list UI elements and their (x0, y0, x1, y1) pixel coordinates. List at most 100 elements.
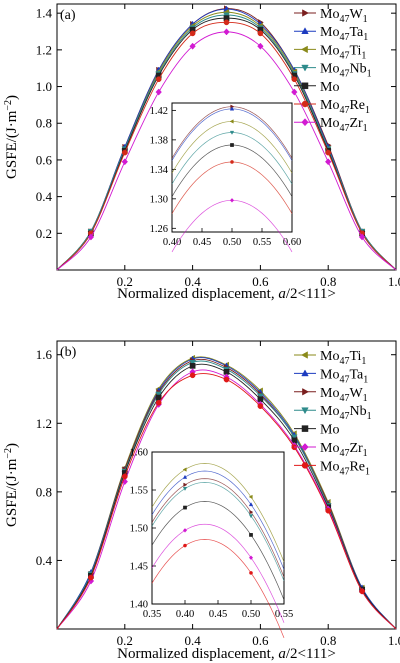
legend-label-sub: 47 (339, 50, 349, 61)
inset-x-tick-label: 0.45 (209, 609, 227, 620)
inset-series-line (151, 463, 285, 563)
data-point (257, 42, 264, 50)
legend-label-sub: 47 (339, 466, 349, 477)
y-tick-label: 0.4 (36, 189, 53, 204)
legend-label-sub: 1 (363, 448, 368, 459)
legend-label: Mo47Zr1 (320, 116, 368, 134)
inset-series-line (151, 501, 285, 601)
x-axis-label: Normalized displacement, a/2<111> (117, 646, 336, 662)
data-point (189, 42, 196, 50)
data-point (88, 574, 94, 581)
x-tick-label: 1.0 (388, 274, 400, 289)
y-tick-label: 1.2 (36, 42, 52, 57)
legend-label-base: Mo (320, 98, 339, 113)
inset-data-point (249, 509, 254, 515)
legend-label-base: Mo (320, 62, 339, 77)
legend-label-base: Mo (320, 459, 339, 474)
x-tick-label: 0.8 (320, 274, 336, 289)
data-point (325, 158, 332, 166)
inset-x-tick-label: 0.50 (242, 609, 260, 620)
inset-data-point (182, 474, 188, 479)
legend-label-element: Ti (349, 43, 361, 58)
legend-label-element: Nb (349, 62, 366, 77)
inset-series-line (151, 478, 285, 578)
data-point (291, 88, 298, 96)
legend-label-base: Mo (320, 386, 339, 401)
inset-y-tick-label: 1.55 (130, 486, 148, 497)
x-axis-label: Normalized displacement, a/2<111> (117, 286, 336, 302)
inset-series-line (151, 539, 285, 639)
data-point (121, 158, 128, 166)
legend-swatch-marker (301, 462, 309, 469)
data-point (189, 363, 196, 369)
data-point (121, 149, 128, 156)
inset-frame (151, 451, 285, 605)
panel-label: (b) (60, 345, 77, 360)
inset-data-point (183, 482, 188, 487)
inset-data-point (248, 514, 254, 519)
legend-swatch-marker (301, 64, 309, 72)
legend-label-sub: 1 (367, 411, 372, 422)
inset-chart: 0.35 0.40 0.45 0.50 0.55 1.40 1.45 1.50 1.55 1.60 (130, 448, 293, 639)
legend-swatch-marker (302, 9, 309, 17)
legend-label-element: Ta (349, 367, 364, 382)
inset-data-point (229, 198, 235, 203)
legend-label: Mo47Re1 (320, 98, 370, 116)
legend-swatch-marker (301, 407, 309, 415)
panel-a: 0.2 0.4 0.6 0.8 1.0 0.2 0.4 0.6 0.8 1.0 1.2 1.4 0.40… (3, 3, 400, 302)
x-tick-label: 1.0 (388, 633, 400, 648)
legend-label: Mo47Re1 (320, 459, 370, 477)
inset-y-tick-label: 1.30 (150, 194, 168, 205)
x-tick-label: 0.6 (252, 633, 269, 648)
legend-label-element: Re (349, 459, 365, 474)
legend-label-sub: 1 (365, 105, 370, 116)
legend-label: Mo47Ta1 (320, 367, 368, 385)
y-axis-label-text: GSFE/(J·m (4, 110, 20, 179)
legend-label-sub: 47 (339, 105, 349, 116)
x-axis-label-text: /2<111> (286, 286, 336, 302)
inset-x-tick-label: 0.40 (163, 237, 181, 248)
legend-label: Mo47Ta1 (320, 25, 368, 43)
x-axis-label-variable: a (278, 286, 286, 302)
legend-label-base: Mo (320, 367, 339, 382)
data-point (155, 391, 162, 398)
legend-label-sub: 47 (339, 411, 349, 422)
legend-swatch-marker (301, 425, 309, 432)
legend-label: Mo47Ti1 (320, 349, 366, 367)
legend-label-sub: 47 (339, 356, 349, 367)
legend-swatch-marker (302, 388, 309, 396)
data-point (155, 399, 162, 406)
inset-series-line (151, 523, 285, 623)
legend-swatch-marker (301, 351, 308, 359)
legend-label: Mo47Zr1 (320, 441, 368, 459)
legend-swatch-marker (301, 118, 309, 127)
legend: Mo47Ti1Mo47Ta1Mo47W1Mo47Nb1MoMo47Zr1Mo47… (294, 349, 372, 477)
legend-label-sub: 1 (361, 50, 366, 61)
inset-data-point (182, 528, 188, 533)
y-axis-label-text: ) (4, 443, 20, 448)
data-point (189, 372, 196, 379)
y-tick-label: 1.2 (36, 416, 52, 431)
inset-x-tick-label: 0.45 (193, 237, 211, 248)
legend-label-sub: 47 (339, 14, 349, 25)
y-tick-label: 1.4 (36, 6, 53, 21)
inset-x-tick-label: 0.55 (275, 609, 293, 620)
inset-y-tick-label: 1.42 (150, 106, 168, 117)
data-point (155, 88, 162, 96)
legend-label: Mo47Nb1 (320, 404, 372, 422)
plot-frame (56, 340, 397, 630)
inset-series-line (151, 470, 285, 570)
x-tick-label: 0.2 (117, 274, 133, 289)
inset-x-tick-label: 0.60 (283, 237, 301, 248)
inset-data-point (230, 143, 234, 147)
data-point (291, 76, 298, 83)
legend-label: Mo (320, 80, 339, 95)
legend-label-element: Ta (349, 25, 364, 40)
legend-label-sub: 47 (339, 374, 349, 385)
legend-swatch-marker (301, 45, 308, 54)
data-point (155, 76, 162, 83)
legend-label-sub: 1 (367, 69, 372, 80)
legend-label-base: Mo (320, 441, 339, 456)
data-point (189, 359, 196, 366)
inset-y-tick-label: 1.60 (130, 448, 148, 459)
